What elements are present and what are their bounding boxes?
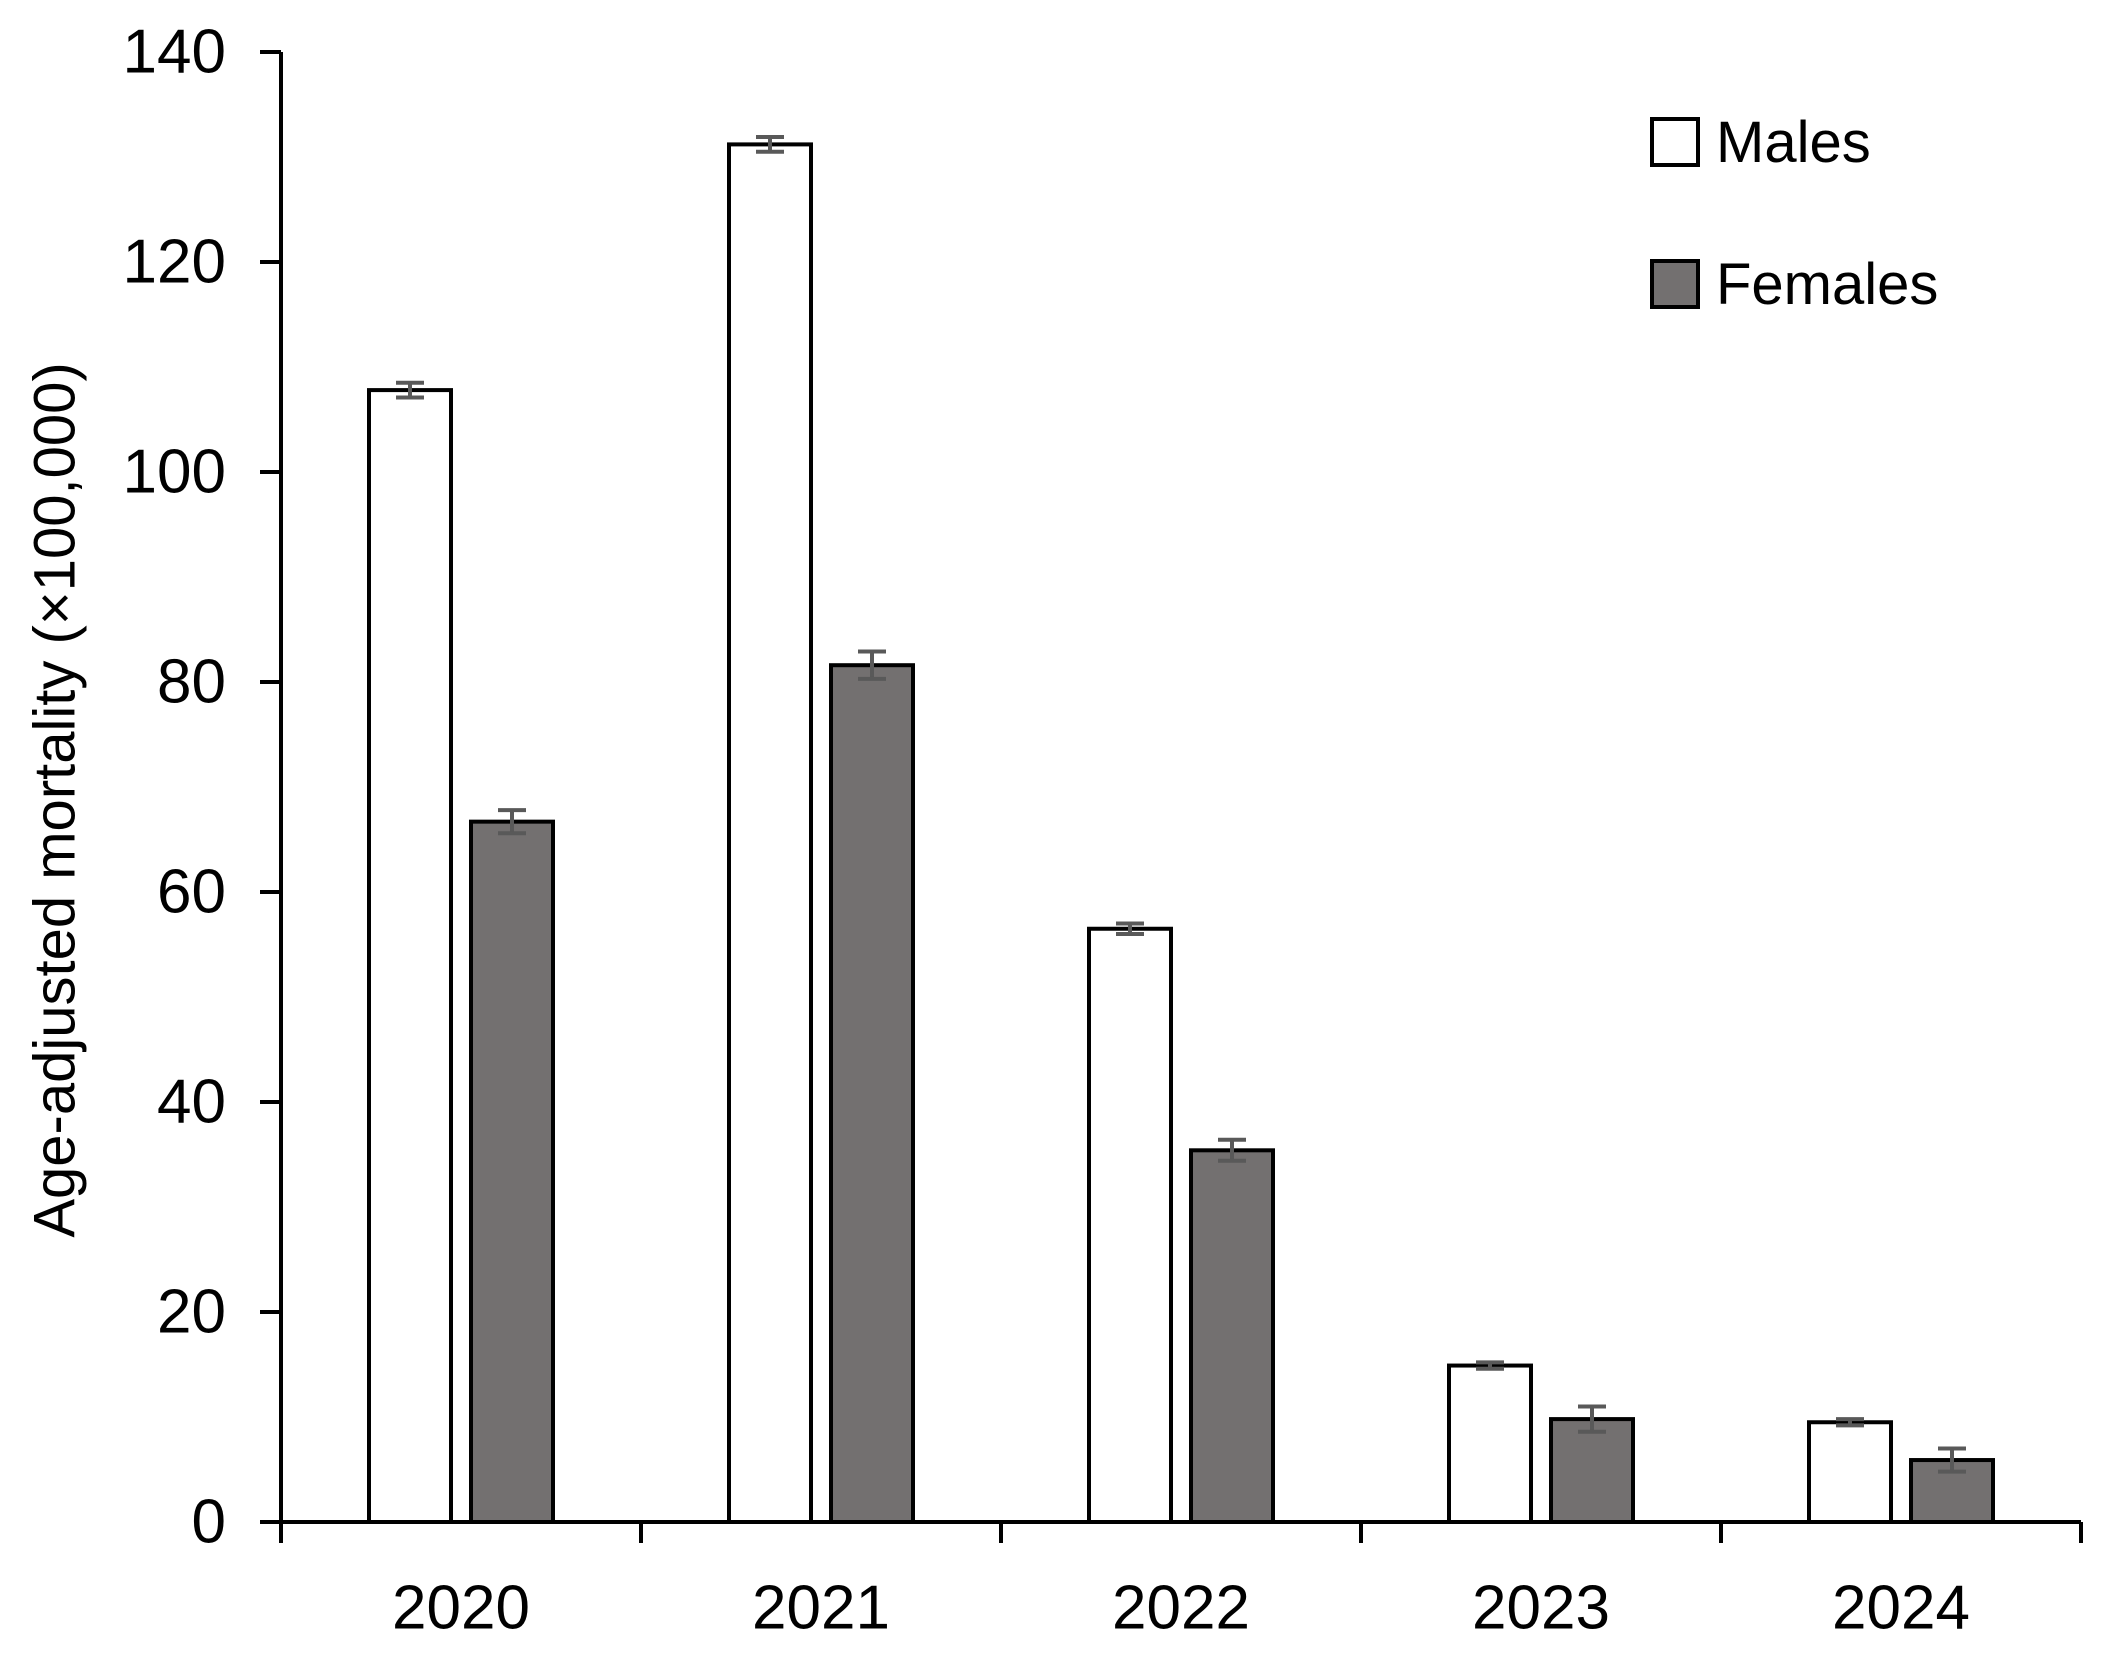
bar-females-2021 [829,663,915,1524]
x-tick-label-2023: 2023 [1472,1574,1610,1643]
y-tick-label: 40 [157,1068,226,1137]
bar-males-2022 [1087,926,1173,1524]
y-axis-title: Age-adjusted mortality (×100,000) [22,362,88,1238]
bar-males-2023 [1447,1363,1533,1525]
y-tick-label: 60 [157,858,226,927]
x-tick-label-2022: 2022 [1112,1574,1250,1643]
legend-item-males: Males [1650,110,1938,175]
y-tick-label: 120 [123,228,226,297]
legend: Males Females [1650,110,1938,402]
y-tick-label: 100 [123,438,226,507]
y-tick-label: 140 [123,18,226,87]
x-tick-label-2024: 2024 [1832,1574,1970,1643]
bar-males-2021 [727,142,813,1524]
x-tick-label-2020: 2020 [392,1574,530,1643]
y-tick-label: 80 [157,648,226,717]
bar-females-2022 [1189,1148,1275,1525]
females-swatch-icon [1650,259,1700,309]
males-swatch-icon [1650,117,1700,167]
y-tick-label: 20 [157,1278,226,1347]
bar-females-2020 [469,819,555,1524]
y-tick-label: 0 [192,1488,226,1557]
bar-females-2023 [1549,1417,1635,1524]
x-tick-label-2021: 2021 [752,1574,890,1643]
legend-item-females: Females [1650,252,1938,317]
bar-males-2024 [1807,1420,1893,1524]
legend-label-males: Males [1716,109,1871,175]
bar-males-2020 [367,388,453,1525]
legend-label-females: Females [1716,251,1939,317]
